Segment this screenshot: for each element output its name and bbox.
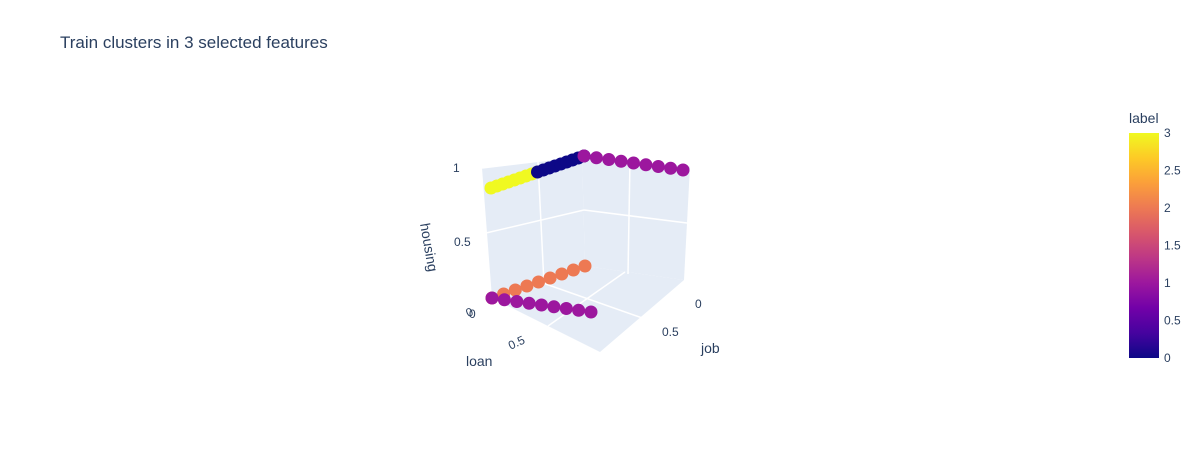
y-axis-title: loan [466,353,492,369]
back-pane [482,156,585,298]
data-point[interactable] [651,160,665,173]
data-point[interactable] [510,295,524,308]
data-point[interactable] [577,149,591,163]
z-tick-0: 0 [469,307,476,321]
data-point[interactable] [589,151,603,165]
data-point[interactable] [543,271,557,285]
data-point[interactable] [497,293,511,307]
colorbar-gradient [1129,133,1159,358]
data-point[interactable] [532,275,545,289]
data-point[interactable] [485,291,499,305]
data-point[interactable] [664,161,678,175]
chart-title: Train clusters in 3 selected features [60,33,328,52]
data-point[interactable] [676,163,690,177]
y-tick-0-5: 0.5 [506,333,527,353]
data-point[interactable] [578,259,592,273]
data-point[interactable] [639,158,653,172]
colorbar-ticks: 0 0.5 1 1.5 2 2.5 3 [1164,126,1181,365]
colorbar-tick-label: 0 [1164,351,1171,365]
data-points[interactable] [484,149,690,319]
data-point[interactable] [522,296,536,310]
data-point[interactable] [555,267,569,281]
x-axis-title: job [700,340,720,356]
z-tick-1: 1 [453,161,460,175]
colorbar-tick-label: 1 [1164,276,1171,290]
data-point[interactable] [614,154,628,168]
colorbar-tick-label: 1.5 [1164,239,1181,253]
colorbar-tick-label: 3 [1164,126,1171,140]
x-tick-0-5: 0.5 [662,325,679,339]
data-point[interactable] [547,300,561,314]
data-point[interactable] [566,263,580,277]
data-point[interactable] [508,283,522,297]
data-point[interactable] [602,153,616,166]
z-axis-title: housing [417,222,441,273]
data-point[interactable] [584,305,598,319]
data-point[interactable] [627,156,640,170]
z-tick-0-5: 0.5 [454,235,471,249]
data-point[interactable] [535,298,548,312]
data-point[interactable] [520,279,534,293]
colorbar-title: label [1129,110,1159,126]
data-point[interactable] [572,303,586,317]
colorbar-tick-label: 2.5 [1164,164,1181,178]
right-pane [582,156,690,280]
colorbar-tick-label: 0.5 [1164,314,1181,328]
colorbar[interactable]: label 0 0.5 1 1.5 2 2.5 3 [1129,110,1181,365]
x-tick-0: 0 [695,297,702,311]
data-point[interactable] [559,302,573,315]
colorbar-tick-label: 2 [1164,201,1171,215]
